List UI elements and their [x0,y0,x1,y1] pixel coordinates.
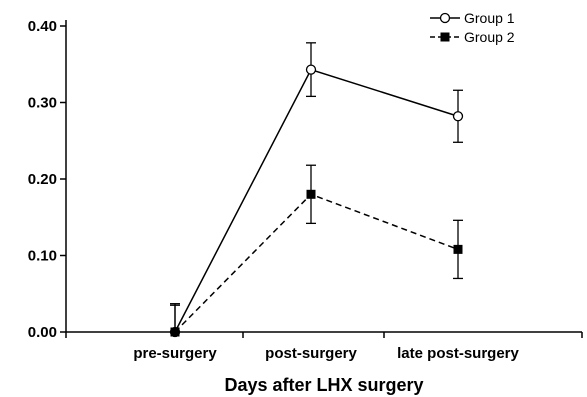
legend-marker-2 [440,32,450,42]
y-tick-label: 0.20 [28,171,57,188]
data-point [170,327,180,337]
data-point [306,189,316,199]
series-line-1 [174,68,459,333]
legend-label-2: Group 2 [464,29,515,45]
data-point [452,111,464,122]
x-tick-label: pre-surgery [133,345,217,362]
data-point [453,244,463,254]
y-tick-label: 0.30 [28,95,57,112]
y-tick-label: 0.00 [28,324,57,341]
x-axis-title: Days after LHX surgery [224,375,423,395]
legend-marker-1 [439,12,451,24]
data-point [305,64,317,75]
x-tick-label: post-surgery [265,345,357,362]
y-tick-label: 0.40 [28,18,57,35]
x-tick-label: late post-surgery [397,345,519,362]
legend-label-1: Group 1 [464,10,515,26]
series-line-2 [174,193,459,333]
y-tick-label: 0.10 [28,248,57,265]
